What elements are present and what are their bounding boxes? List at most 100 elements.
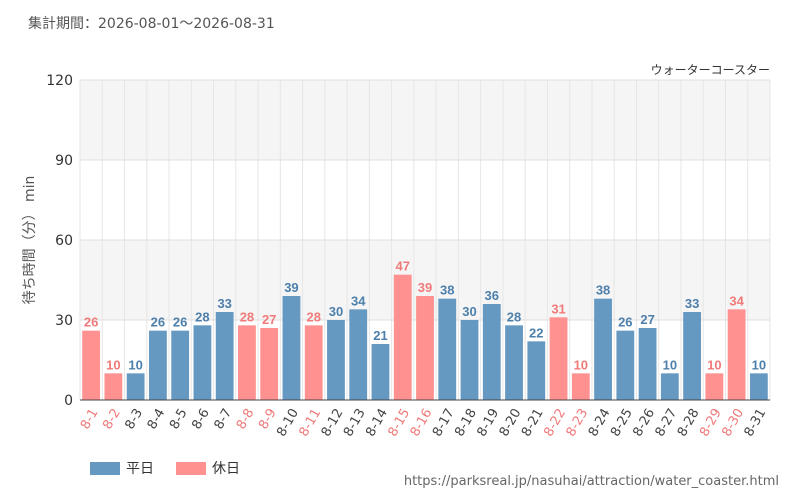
value-label: 33 — [217, 296, 231, 311]
value-label: 34 — [729, 293, 744, 308]
x-tick-label: 8-23 — [564, 406, 592, 439]
x-tick-label: 8-29 — [697, 406, 725, 439]
bar-8-10[interactable] — [282, 296, 301, 400]
value-label: 38 — [440, 283, 454, 298]
value-label: 10 — [663, 357, 677, 372]
x-tick-label: 8-7 — [212, 406, 236, 432]
x-tick-label: 8-20 — [497, 406, 525, 439]
x-tick-label: 8-21 — [519, 406, 547, 439]
x-tick-label: 8-19 — [475, 406, 503, 439]
value-label: 27 — [640, 312, 654, 327]
x-tick-label: 8-5 — [167, 406, 191, 432]
value-label: 10 — [574, 357, 588, 372]
bar-8-7[interactable] — [215, 312, 234, 400]
bar-8-25[interactable] — [616, 330, 635, 400]
bar-8-13[interactable] — [349, 309, 368, 400]
bar-8-6[interactable] — [193, 325, 212, 400]
x-tick-labels: 8-18-28-38-48-58-68-78-88-98-108-118-128… — [78, 406, 769, 439]
y-tick-label: 60 — [55, 233, 73, 249]
x-tick-label: 8-26 — [630, 406, 658, 439]
bar-8-8[interactable] — [238, 325, 256, 400]
plot-band — [80, 80, 770, 160]
value-label: 28 — [240, 309, 254, 324]
x-tick-label: 8-31 — [742, 406, 770, 439]
y-tick-labels: 0 30 60 90 120 — [46, 73, 73, 409]
x-tick-label: 8-12 — [319, 406, 347, 439]
value-label: 36 — [485, 288, 499, 303]
x-tick-label: 8-10 — [274, 406, 302, 439]
y-tick-label: 120 — [46, 73, 73, 89]
x-tick-label: 8-27 — [653, 406, 681, 439]
x-tick-label: 8-18 — [452, 406, 480, 439]
value-label: 31 — [551, 301, 565, 316]
bar-8-16[interactable] — [416, 296, 434, 400]
bar-8-14[interactable] — [371, 344, 390, 400]
plot-band — [80, 160, 770, 240]
value-label: 28 — [195, 309, 209, 324]
y-tick-label: 90 — [55, 153, 73, 169]
legend-holiday-label: 休日 — [212, 461, 240, 477]
source-url[interactable]: https://parksreal.jp/nasuhai/attraction/… — [403, 474, 779, 489]
x-tick-label: 8-13 — [341, 406, 369, 439]
bar-8-17[interactable] — [438, 298, 457, 400]
value-label: 30 — [329, 304, 343, 319]
value-label: 28 — [507, 309, 521, 324]
x-tick-label: 8-3 — [123, 406, 147, 432]
y-tick-label: 30 — [55, 313, 73, 329]
bar-8-28[interactable] — [683, 312, 701, 400]
x-tick-label: 8-25 — [608, 406, 636, 439]
x-tick-label: 8-11 — [296, 406, 324, 439]
bar-8-27[interactable] — [660, 373, 679, 400]
period-label: 集計期間：2026-08-01～2026-08-31 — [28, 16, 275, 32]
bar-8-11[interactable] — [304, 325, 323, 400]
bar-8-12[interactable] — [327, 320, 345, 400]
x-tick-label: 8-4 — [145, 406, 169, 432]
bar-8-31[interactable] — [749, 373, 768, 400]
value-label: 27 — [262, 312, 276, 327]
value-label: 26 — [84, 315, 98, 330]
value-label: 38 — [596, 283, 610, 298]
legend-item-holiday[interactable]: 休日 — [176, 458, 240, 478]
bar-8-30[interactable] — [727, 309, 746, 400]
legend-item-weekday[interactable]: 平日 — [90, 458, 154, 478]
value-label: 28 — [306, 309, 320, 324]
value-label: 22 — [529, 325, 543, 340]
value-label: 39 — [284, 280, 298, 295]
value-label: 26 — [151, 315, 165, 330]
bar-8-9[interactable] — [260, 328, 279, 400]
bar-8-24[interactable] — [594, 298, 612, 400]
bar-8-1[interactable] — [82, 330, 101, 400]
holiday-swatch — [176, 461, 206, 475]
x-tick-label: 8-22 — [541, 406, 569, 439]
x-tick-label: 8-30 — [719, 406, 747, 439]
bar-8-23[interactable] — [571, 373, 590, 400]
value-label: 39 — [418, 280, 432, 295]
bar-8-3[interactable] — [126, 373, 145, 400]
y-axis-title: 待ち時間（分） min — [22, 176, 38, 305]
bar-8-15[interactable] — [393, 274, 412, 400]
x-tick-label: 8-6 — [189, 406, 213, 432]
legend: 平日 休日 — [90, 458, 240, 478]
value-labels: 26 10 10 26 26 28 33 28 27 39 28 30 34 21 47 39 38 30 36 28… — [84, 259, 766, 373]
bar-8-21[interactable] — [527, 341, 546, 400]
bar-8-29[interactable] — [705, 373, 724, 400]
chart-title: ウォーターコースター — [651, 63, 770, 77]
bar-8-26[interactable] — [638, 328, 657, 400]
value-label: 26 — [618, 315, 632, 330]
value-label: 47 — [396, 259, 410, 274]
bar-8-18[interactable] — [460, 320, 479, 400]
bar-8-20[interactable] — [505, 325, 523, 400]
bar-8-4[interactable] — [149, 330, 167, 400]
bar-8-2[interactable] — [104, 373, 123, 400]
bar-8-5[interactable] — [171, 330, 190, 400]
weekday-swatch — [90, 461, 120, 475]
x-tick-label: 8-14 — [363, 406, 391, 439]
x-tick-label: 8-1 — [78, 406, 102, 432]
bar-8-22[interactable] — [549, 317, 568, 400]
vertical-gridlines — [79, 80, 771, 400]
bar-8-19[interactable] — [482, 304, 501, 400]
bars — [82, 274, 768, 400]
value-label: 33 — [685, 296, 699, 311]
x-tick-label: 8-17 — [430, 406, 458, 439]
